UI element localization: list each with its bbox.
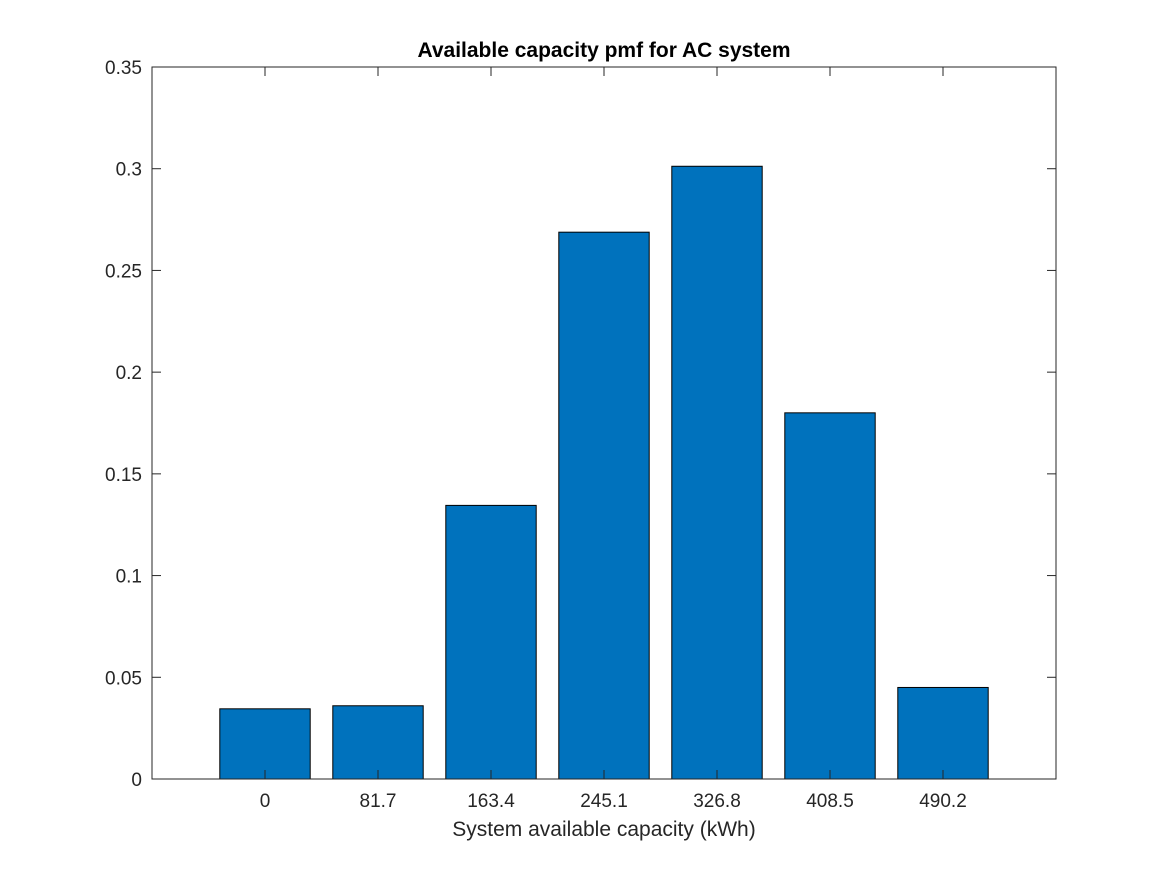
bar-81.7 <box>332 705 424 780</box>
x-tick-label: 163.4 <box>467 791 515 812</box>
x-tick-label: 326.8 <box>693 791 741 812</box>
bar-0 <box>219 708 311 780</box>
x-tick-label: 0 <box>260 791 271 812</box>
bar-163.4 <box>445 504 537 780</box>
x-tick-label: 245.1 <box>580 791 628 812</box>
bar-326.8 <box>671 165 763 780</box>
y-tick-label: 0.25 <box>105 261 142 282</box>
y-tick-label: 0.15 <box>105 465 142 486</box>
y-tick-label: 0.05 <box>105 668 142 689</box>
y-tick-label: 0.1 <box>116 567 142 588</box>
y-tick-label: 0.2 <box>116 363 142 384</box>
x-axis-label: System available capacity (kWh) <box>452 818 755 841</box>
x-tick-label: 490.2 <box>919 791 967 812</box>
y-tick-label: 0.35 <box>105 58 142 79</box>
y-tick-label: 0.3 <box>116 160 142 181</box>
bar-408.5 <box>784 412 876 780</box>
x-tick-label: 408.5 <box>806 791 854 812</box>
bars-group <box>219 165 989 780</box>
x-tick-label: 81.7 <box>360 791 397 812</box>
bar-490.2 <box>897 686 989 780</box>
y-tick-label: 0 <box>131 770 142 791</box>
ticks-group <box>152 66 1056 780</box>
tick-labels-group: 0 81.7 163.4 245.1 326.8 408.5 490.2 0 0.05 0.1 0.… <box>105 58 967 812</box>
chart-title: Available capacity pmf for AC system <box>417 39 790 62</box>
bar-245.1 <box>558 231 650 780</box>
